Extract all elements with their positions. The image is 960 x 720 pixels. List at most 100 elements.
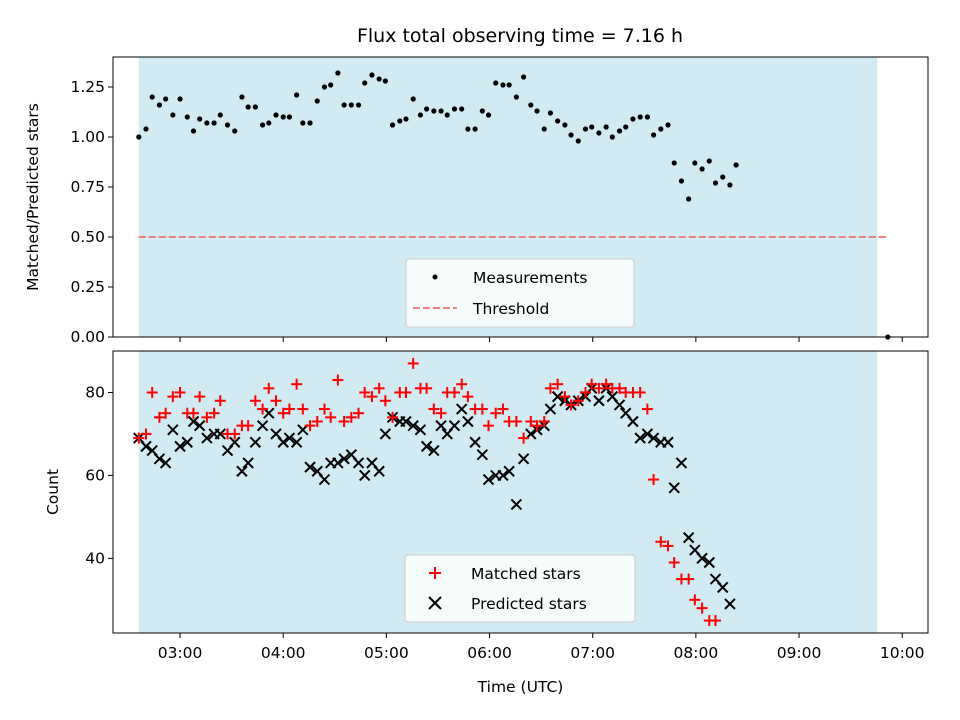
matched-star-point: [483, 420, 495, 432]
top-panel: 0.00 0.25 0.50 0.75 1.00 1.25 Matched/Predict…: [24, 56, 929, 346]
matched-star-point: [435, 407, 447, 419]
predicted-star-point: [214, 428, 226, 440]
measurement-point: [562, 122, 568, 128]
measurement-point: [506, 82, 512, 88]
predicted-star-point: [724, 598, 736, 610]
predicted-star-point: [634, 432, 646, 444]
predicted-star-point: [641, 428, 654, 440]
matched-star-point: [167, 391, 179, 403]
predicted-star-point: [476, 448, 489, 461]
matched-star-point: [194, 391, 206, 403]
matched-star-point: [593, 382, 605, 394]
top-x-ticks: [179, 337, 903, 342]
matched-star-point: [257, 403, 269, 415]
measurement-point: [355, 102, 362, 108]
predicted-star-points: [133, 382, 736, 610]
bottom-axes-frame: [112, 350, 929, 634]
predicted-star-point: [379, 428, 392, 440]
predicted-star-point: [277, 436, 289, 448]
predicted-star-point: [613, 399, 626, 411]
predicted-star-point: [249, 436, 262, 448]
measurement-point: [686, 196, 692, 202]
matched-star-point: [683, 573, 695, 585]
measurement-point: [184, 114, 190, 120]
matched-stars-legend-label: Matched stars: [471, 565, 581, 583]
predicted-star-point: [407, 419, 419, 432]
measurement-point: [294, 92, 300, 98]
matched-star-point: [709, 615, 721, 627]
measurement-point: [307, 120, 313, 126]
top-axes-frame: [112, 56, 929, 338]
predicted-star-point: [696, 552, 708, 565]
measurement-point: [197, 116, 203, 122]
predicted-star-point: [167, 424, 179, 436]
matched-star-point: [696, 602, 708, 614]
predicted-star-point: [497, 469, 509, 482]
measurement-point: [692, 160, 698, 166]
x-tick-label: 06:00: [467, 644, 512, 662]
measurement-point: [224, 122, 231, 128]
y-tick-label: 0.50: [70, 228, 105, 246]
predicted-star-point: [332, 457, 344, 469]
predicted-star-point: [551, 390, 564, 403]
measurement-point: [382, 78, 388, 84]
measurement-point: [438, 108, 444, 114]
x-axis-label: Time (UTC): [477, 678, 564, 696]
predicted-star-point: [193, 419, 206, 432]
matched-star-point: [456, 378, 468, 390]
bottom-y-axis-label: Count: [44, 469, 62, 515]
matched-star-point: [565, 399, 577, 411]
measurement-point: [493, 80, 499, 86]
measurement-point: [397, 118, 403, 124]
measurement-point: [575, 138, 581, 144]
matched-star-point: [421, 382, 433, 394]
measurement-point: [547, 110, 554, 116]
predicted-star-point: [304, 461, 316, 473]
measurement-point: [410, 96, 416, 102]
matched-star-point: [283, 403, 295, 415]
measurement-point: [136, 134, 142, 140]
predicted-star-point: [462, 415, 474, 428]
x-tick-label: 07:00: [570, 644, 615, 662]
measurement-point: [727, 182, 733, 188]
matched-star-point: [490, 407, 502, 419]
matched-star-point: [428, 403, 440, 415]
predicted-star-point: [420, 440, 433, 453]
predicted-star-point: [469, 436, 481, 448]
matched-star-point: [353, 407, 365, 419]
predicted-star-point: [482, 473, 495, 486]
predicted-star-point: [153, 453, 166, 465]
predicted-star-point: [503, 465, 515, 477]
bottom-legend: Matched stars Predicted stars: [404, 554, 636, 623]
predicted-star-point: [428, 444, 440, 457]
measurement-point: [389, 122, 396, 128]
matched-star-point: [552, 378, 564, 390]
matched-star-point: [497, 403, 509, 415]
measurement-point: [217, 112, 223, 118]
measurement-point: [403, 116, 409, 122]
matched-star-point: [655, 536, 667, 548]
matched-star-point: [462, 391, 474, 403]
matched-star-point: [229, 428, 241, 440]
measurement-point: [444, 112, 450, 118]
measurement-point: [424, 106, 430, 112]
measurement-point: [459, 106, 465, 112]
matched-star-point: [634, 386, 646, 398]
matched-star-point: [525, 416, 537, 427]
measurement-point: [479, 108, 485, 114]
predicted-star-point: [716, 581, 729, 594]
matched-star-point: [277, 407, 289, 419]
measurement-point: [513, 94, 519, 100]
measurement-point: [286, 114, 293, 120]
top-legend-box: [405, 258, 635, 328]
bottom-legend-box: [404, 554, 636, 623]
matched-star-point: [648, 474, 660, 486]
predicted-star-point: [181, 436, 193, 448]
measurement-point: [314, 98, 320, 104]
y-tick-label: 0.00: [70, 328, 105, 346]
x-tick-label: 05:00: [364, 644, 409, 662]
x-tick-label: 04:00: [261, 644, 306, 662]
matched-star-point: [311, 416, 323, 427]
predicted-star-point: [201, 432, 213, 444]
predicted-star-point: [544, 403, 557, 415]
